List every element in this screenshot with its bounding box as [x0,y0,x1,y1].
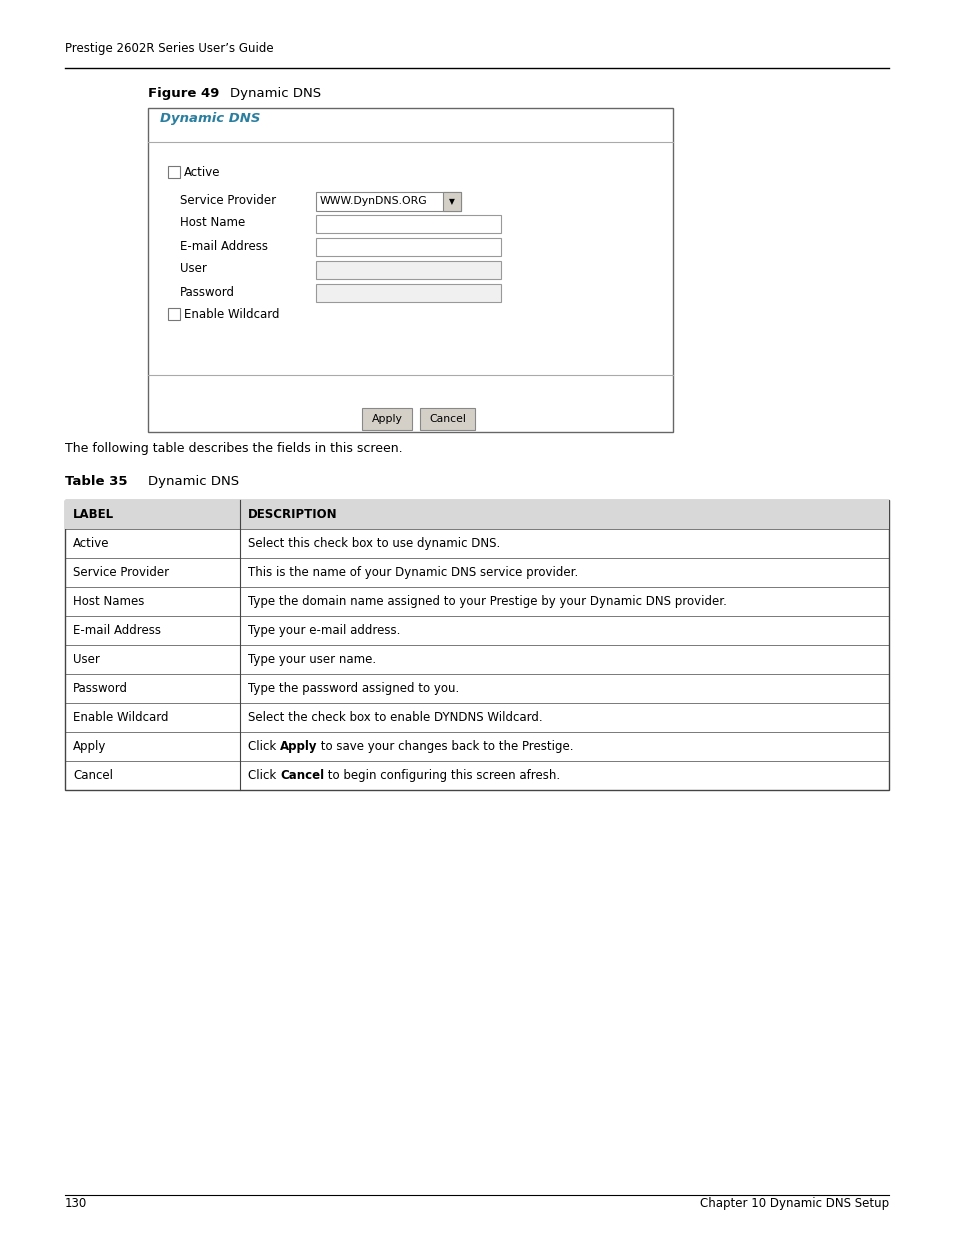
Bar [442,191,460,211]
Text: Host Name: Host Name [180,216,245,230]
Text: Enable Wildcard: Enable Wildcard [73,711,169,724]
Text: to begin configuring this screen afresh.: to begin configuring this screen afresh. [324,769,559,782]
Text: Service Provider: Service Provider [73,566,169,579]
Bar [361,408,412,430]
Bar [315,191,460,211]
Bar [148,107,672,432]
Text: Password: Password [73,682,128,695]
Text: Active: Active [73,537,110,550]
Text: Click: Click [248,769,280,782]
Text: The following table describes the fields in this screen.: The following table describes the fields… [65,442,402,454]
Bar [65,500,888,529]
Text: E-mail Address: E-mail Address [180,240,268,252]
Text: Cancel: Cancel [280,769,324,782]
Bar [315,284,500,303]
Bar [315,215,500,233]
Text: Dynamic DNS: Dynamic DNS [148,475,239,488]
Text: Enable Wildcard: Enable Wildcard [184,308,279,321]
Text: Password: Password [180,285,234,299]
Bar [419,408,475,430]
Text: Table 35: Table 35 [65,475,128,488]
Text: Dynamic DNS: Dynamic DNS [160,112,260,125]
Bar [168,165,180,178]
Text: WWW.DynDNS.ORG: WWW.DynDNS.ORG [319,196,427,206]
Text: Chapter 10 Dynamic DNS Setup: Chapter 10 Dynamic DNS Setup [700,1197,888,1210]
Text: Active: Active [184,165,220,179]
Text: User: User [73,653,100,666]
Text: to save your changes back to the Prestige.: to save your changes back to the Prestig… [317,740,574,753]
Text: LABEL: LABEL [73,508,114,521]
Text: Type your user name.: Type your user name. [248,653,375,666]
Text: Cancel: Cancel [429,414,465,424]
Text: DESCRIPTION: DESCRIPTION [248,508,337,521]
Bar [65,500,888,790]
Text: 130: 130 [65,1197,87,1210]
Text: Figure 49: Figure 49 [148,86,219,100]
Text: E-mail Address: E-mail Address [73,624,161,637]
Text: Apply: Apply [280,740,317,753]
Bar [315,238,500,256]
Text: User: User [180,263,207,275]
Text: Cancel: Cancel [73,769,112,782]
Text: Service Provider: Service Provider [180,194,275,206]
Text: Host Names: Host Names [73,595,144,608]
Text: Type the domain name assigned to your Prestige by your Dynamic DNS provider.: Type the domain name assigned to your Pr… [248,595,726,608]
Text: Select this check box to use dynamic DNS.: Select this check box to use dynamic DNS… [248,537,499,550]
Text: Apply: Apply [371,414,402,424]
Text: Click: Click [248,740,280,753]
Text: Dynamic DNS: Dynamic DNS [230,86,321,100]
Text: This is the name of your Dynamic DNS service provider.: This is the name of your Dynamic DNS ser… [248,566,578,579]
Text: Type the password assigned to you.: Type the password assigned to you. [248,682,458,695]
Text: Select the check box to enable DYNDNS Wildcard.: Select the check box to enable DYNDNS Wi… [248,711,542,724]
Text: ▼: ▼ [449,198,455,206]
Text: Type your e-mail address.: Type your e-mail address. [248,624,400,637]
Text: Apply: Apply [73,740,107,753]
Text: Prestige 2602R Series User’s Guide: Prestige 2602R Series User’s Guide [65,42,274,56]
Bar [168,308,180,320]
Bar [315,261,500,279]
